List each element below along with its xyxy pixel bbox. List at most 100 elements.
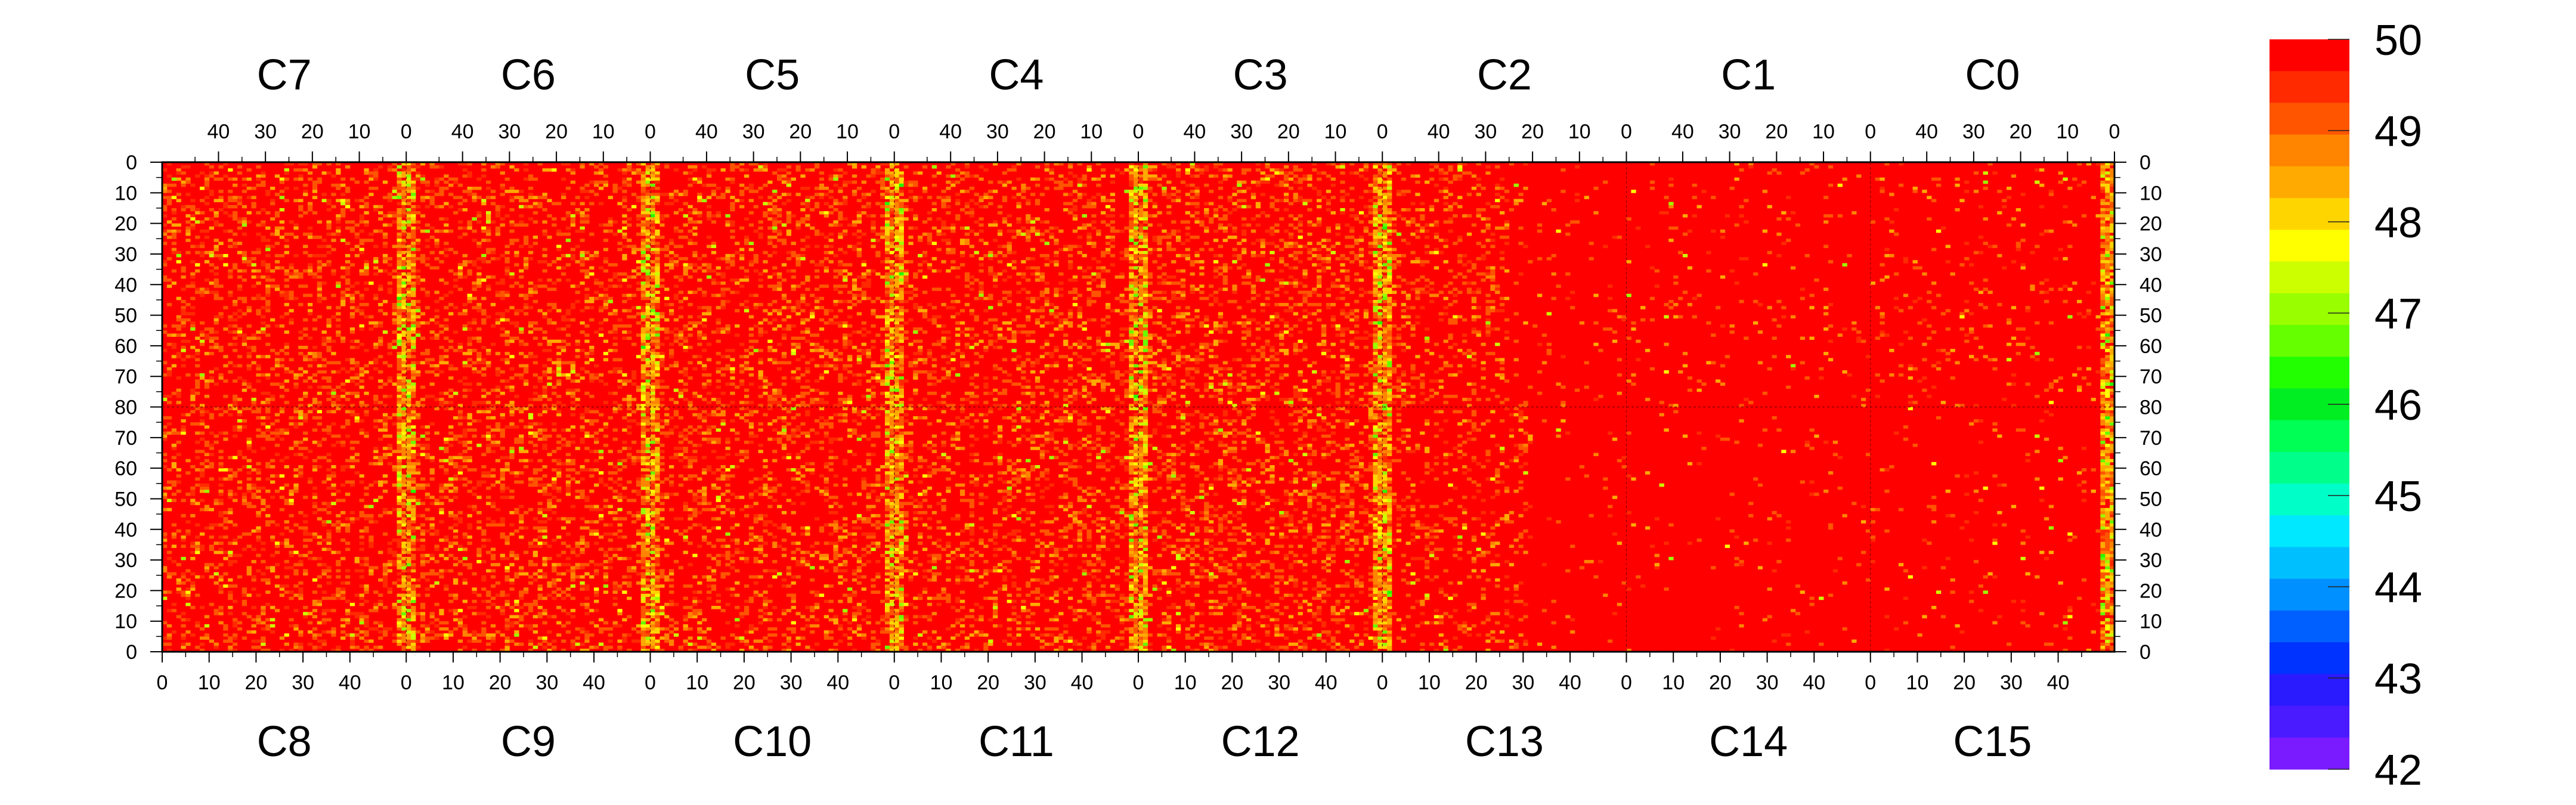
heatmap-cell [378,303,383,306]
heatmap-cell [209,376,214,380]
heatmap-cell [753,168,758,172]
heatmap-cell [861,180,866,184]
heatmap-cell [199,199,205,203]
heatmap-cell [397,266,402,270]
heatmap-cell [261,263,266,267]
heatmap-cell [411,321,416,325]
heatmap-cell [880,233,886,236]
heatmap-cell [256,336,261,340]
heatmap-cell [748,373,754,377]
heatmap-cell [631,315,637,319]
heatmap-cell [1129,370,1134,374]
heatmap-cell [1119,355,1125,358]
heatmap-cell [444,327,449,331]
heatmap-cell [781,306,787,309]
heatmap-cell [326,376,332,380]
heatmap-cell [650,373,655,377]
heatmap-cell [1129,293,1134,298]
heatmap-cell [838,373,843,377]
heatmap-cell [251,349,256,352]
heatmap-cell [744,388,750,392]
heatmap-cell [777,324,782,328]
heatmap-cell [673,226,679,230]
heatmap-cell [317,236,322,239]
heatmap-cell [739,382,745,386]
heatmap-cell [833,404,838,407]
heatmap-cell [744,242,750,245]
heatmap-cell [664,193,670,196]
heatmap-cell [1114,309,1120,312]
heatmap-cell [162,263,168,267]
heatmap-cell [486,239,491,242]
heatmap-cell [392,303,397,306]
heatmap-cell [650,339,655,343]
heatmap-cell [1101,281,1106,285]
heatmap-cell [401,299,407,304]
heatmap-cell [702,165,707,169]
heatmap-cell [781,202,787,206]
heatmap-cell [786,199,792,203]
heatmap-cell [1129,220,1134,224]
heatmap-cell [1002,244,1008,249]
heatmap-cell [1129,315,1134,319]
heatmap-cell [312,398,318,401]
heatmap-cell [838,217,843,221]
heatmap-cell [397,358,402,361]
heatmap-cell [847,180,853,184]
heatmap-cell [810,401,815,404]
heatmap-cell [767,253,773,258]
heatmap-cell [781,355,787,358]
heatmap-cell [608,196,613,199]
heatmap-cell [425,358,430,361]
heatmap-cell [472,367,477,371]
heatmap-cell [317,177,322,181]
heatmap-cell [894,278,900,282]
heatmap-cell [819,349,825,352]
heatmap-cell [265,342,271,346]
heatmap-cell [772,398,778,401]
heatmap-cell [467,269,472,273]
heatmap-cell [575,339,580,343]
heatmap-cell [800,202,806,206]
heatmap-cell [213,199,219,203]
heatmap-cell [697,214,702,218]
heatmap-cell [462,388,467,392]
heatmap-cell [401,229,407,233]
heatmap-cell [1016,202,1021,206]
heatmap-cell [673,388,679,392]
heatmap-cell [720,367,726,371]
heatmap-cell [171,229,177,233]
heatmap-cell [556,382,562,386]
heatmap-cell [1129,339,1134,343]
heatmap-cell [861,290,866,295]
heatmap-cell [716,293,721,298]
heatmap-cell [1101,266,1106,270]
heatmap-cell [993,284,998,288]
heatmap-cell [885,293,890,298]
heatmap-cell [397,391,402,395]
heatmap-cell [819,284,825,288]
heatmap-cell [871,171,876,175]
heatmap-cell [1049,226,1054,230]
heatmap-cell [880,171,886,175]
heatmap-cell [645,208,651,212]
heatmap-cell [237,226,243,230]
heatmap-cell [974,333,979,337]
heatmap-cell [631,373,637,377]
heatmap-cell [462,253,467,258]
heatmap-cell [495,211,501,215]
heatmap-cell [279,266,285,270]
heatmap-cell [270,318,275,322]
heatmap-cell [364,171,369,175]
heatmap-cell [668,266,674,270]
heatmap-cell [650,269,655,273]
heatmap-cell [284,345,289,349]
heatmap-cell [889,275,895,279]
heatmap-cell [166,174,172,178]
heatmap-cell [706,244,712,249]
heatmap-cell [730,202,735,206]
heatmap-cell [171,269,177,273]
heatmap-cell [894,318,900,322]
heatmap-cell [392,345,397,349]
heatmap-cell [650,382,655,386]
